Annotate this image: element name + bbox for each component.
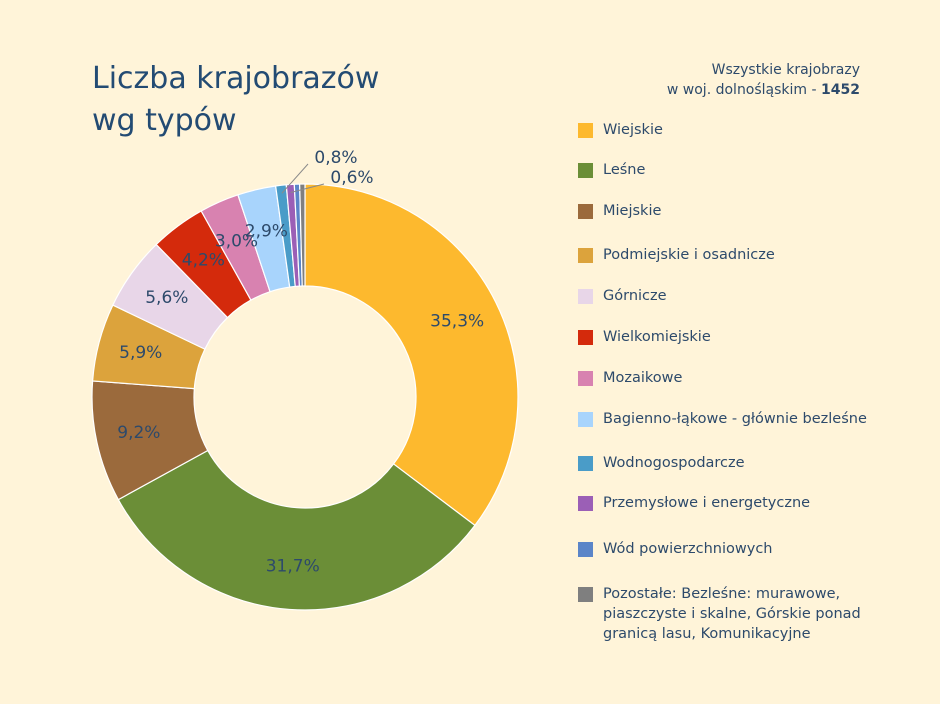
- slice-lesne: [117, 449, 476, 611]
- legend-label: Wodnogospodarcze: [603, 455, 745, 471]
- legend-swatch: [578, 330, 593, 345]
- legend-label: Pozostałe: Bezleśne: murawowe, piaszczys…: [603, 586, 861, 642]
- legend-swatch: [578, 163, 593, 178]
- legend-swatch: [578, 456, 593, 471]
- legend-label: Mozaikowe: [603, 370, 683, 386]
- total-line-2: w woj. dolnośląskim - 1452: [667, 80, 860, 100]
- legend-swatch: [578, 123, 593, 138]
- legend-swatch: [578, 204, 593, 219]
- legend-swatch: [578, 289, 593, 304]
- legend-item-przemyslowe-i-energetyczne: Przemysłowe i energetyczne: [578, 493, 868, 513]
- legend-item-lesne: Leśne: [578, 160, 868, 180]
- slice-pozostale-bezlesne-murawowe-pi: [299, 183, 306, 287]
- legend-swatch: [578, 412, 593, 427]
- legend-item-miejskie: Miejskie: [578, 201, 868, 221]
- legend-label: Przemysłowe i energetyczne: [603, 495, 811, 511]
- legend-label: Bagienno-łąkowe - głównie bezleśne: [603, 411, 867, 427]
- slice-label-wielkomiejskie: 4,2%: [182, 251, 225, 271]
- chart-title-line-2: wg typów: [92, 103, 237, 138]
- leader-line-wodnogospodarcze: [281, 163, 309, 194]
- slice-label-wiejskie: 35,3%: [430, 311, 484, 331]
- slice-label-wodnogospodarcze: 0,8%: [314, 148, 357, 168]
- slice-label-przemyslowe-i-energetyczne: 0,6%: [330, 168, 373, 188]
- legend-swatch: [578, 496, 593, 511]
- legend-label: Wielkomiejskie: [603, 329, 711, 345]
- total-line-1: Wszystkie krajobrazy: [711, 62, 860, 78]
- chart-title: Liczba krajobrazów wg typów: [92, 58, 379, 142]
- legend-swatch: [578, 248, 593, 263]
- total-value: 1452: [821, 82, 860, 98]
- legend-label: Górnicze: [603, 288, 667, 304]
- slice-wiejskie: [304, 183, 519, 527]
- legend-swatch: [578, 587, 593, 602]
- legend-item-podmiejskie-i-osadnicze: Podmiejskie i osadnicze: [578, 245, 868, 265]
- legend-label: Leśne: [603, 162, 646, 178]
- legend-item-pozostale-bezlesne-murawowe-pi: Pozostałe: Bezleśne: murawowe, piaszczys…: [578, 584, 868, 644]
- legend-item-wielkomiejskie: Wielkomiejskie: [578, 327, 868, 347]
- legend-item-mozaikowe: Mozaikowe: [578, 368, 868, 388]
- slice-label-podmiejskie-i-osadnicze: 5,9%: [119, 343, 162, 363]
- slice-label-lesne: 31,7%: [266, 557, 320, 577]
- legend-swatch: [578, 542, 593, 557]
- legend-label: Wiejskie: [603, 122, 663, 138]
- legend-label: Podmiejskie i osadnicze: [603, 247, 775, 263]
- legend-item-gornicze: Górnicze: [578, 286, 868, 306]
- slice-label-gornicze: 5,6%: [145, 288, 188, 308]
- legend-item-wodnogospodarcze: Wodnogospodarcze: [578, 453, 868, 473]
- legend-label: Wód powierzchniowych: [603, 541, 773, 557]
- slice-label-mozaikowe: 3,0%: [215, 231, 258, 251]
- slice-label-bagienno-lakowe-glownie-bezles: 2,9%: [245, 221, 288, 241]
- legend-item-wod-powierzchniowych: Wód powierzchniowych: [578, 539, 868, 559]
- slice-label-miejskie: 9,2%: [117, 423, 160, 443]
- total-count: Wszystkie krajobrazy w woj. dolnośląskim…: [667, 60, 860, 100]
- leader-line-przemyslowe-i-energetyczne: [290, 183, 325, 193]
- total-prefix: w woj. dolnośląskim -: [666, 82, 822, 98]
- legend-item-wiejskie: Wiejskie: [578, 120, 868, 140]
- legend-item-bagienno-lakowe-glownie-bezles: Bagienno-łąkowe - głównie bezleśne: [578, 409, 868, 429]
- chart-title-line-1: Liczba krajobrazów: [92, 61, 380, 96]
- legend-label: Miejskie: [603, 203, 662, 219]
- legend-swatch: [578, 371, 593, 386]
